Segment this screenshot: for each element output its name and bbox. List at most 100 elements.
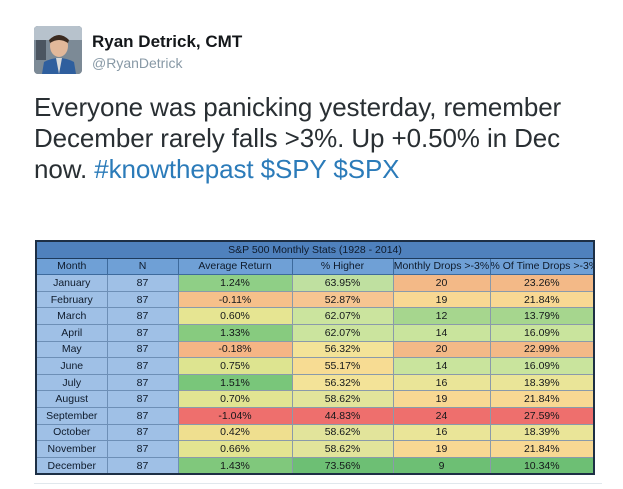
month-cell: October bbox=[35, 423, 108, 442]
average-return-cell: 0.70% bbox=[177, 390, 293, 408]
n-cell: 87 bbox=[106, 406, 179, 425]
average-return-cell: -0.18% bbox=[177, 340, 293, 359]
average-return-cell: 1.24% bbox=[177, 274, 293, 292]
percent-time-drops-cell: 16.09% bbox=[489, 357, 595, 375]
month-cell: May bbox=[35, 340, 108, 359]
tweet-header: Ryan Detrick, CMT @RyanDetrick bbox=[34, 26, 594, 78]
header-monthly-drops: Monthly Drops >-3% bbox=[392, 257, 491, 276]
table-row: January 87 1.24% 63.95% 20 23.26% bbox=[35, 274, 595, 292]
percent-higher-cell: 73.56% bbox=[291, 456, 394, 475]
user-handle[interactable]: @RyanDetrick bbox=[92, 55, 183, 71]
table-title: S&P 500 Monthly Stats (1928 - 2014) bbox=[35, 240, 595, 259]
average-return-cell: -0.11% bbox=[177, 290, 293, 309]
avatar[interactable] bbox=[34, 26, 82, 74]
hashtag-link[interactable]: #knowthepast bbox=[94, 154, 254, 184]
monthly-drops-cell: 24 bbox=[392, 406, 491, 425]
monthly-drops-cell: 19 bbox=[392, 290, 491, 309]
percent-time-drops-cell: 23.26% bbox=[489, 274, 595, 292]
n-cell: 87 bbox=[106, 323, 179, 342]
tweet-body: Everyone was panicking yesterday, rememb… bbox=[34, 92, 562, 184]
stats-table: S&P 500 Monthly Stats (1928 - 2014) Mont… bbox=[35, 240, 596, 476]
header-row: Month N Average Return % Higher Monthly … bbox=[35, 257, 595, 276]
percent-time-drops-cell: 21.84% bbox=[489, 390, 595, 408]
author-block: Ryan Detrick, CMT @RyanDetrick bbox=[92, 32, 242, 72]
percent-time-drops-cell: 13.79% bbox=[489, 307, 595, 325]
average-return-cell: 0.75% bbox=[177, 357, 293, 375]
n-cell: 87 bbox=[106, 357, 179, 375]
monthly-drops-cell: 19 bbox=[392, 440, 491, 458]
stats-table-image[interactable]: S&P 500 Monthly Stats (1928 - 2014) Mont… bbox=[35, 240, 596, 476]
average-return-cell: -1.04% bbox=[177, 406, 293, 425]
table-row: July 87 1.51% 56.32% 16 18.39% bbox=[35, 373, 595, 392]
n-cell: 87 bbox=[106, 290, 179, 309]
percent-higher-cell: 56.32% bbox=[291, 340, 394, 359]
percent-higher-cell: 58.62% bbox=[291, 440, 394, 458]
n-cell: 87 bbox=[106, 456, 179, 475]
percent-higher-cell: 58.62% bbox=[291, 390, 394, 408]
monthly-drops-cell: 14 bbox=[392, 323, 491, 342]
n-cell: 87 bbox=[106, 440, 179, 458]
table-row: September 87 -1.04% 44.83% 24 27.59% bbox=[35, 406, 595, 425]
table-row: December 87 1.43% 73.56% 9 10.34% bbox=[35, 456, 595, 475]
table-row: February 87 -0.11% 52.87% 19 21.84% bbox=[35, 290, 595, 309]
percent-higher-cell: 52.87% bbox=[291, 290, 394, 309]
percent-higher-cell: 56.32% bbox=[291, 373, 394, 392]
monthly-drops-cell: 12 bbox=[392, 307, 491, 325]
monthly-drops-cell: 20 bbox=[392, 274, 491, 292]
month-cell: December bbox=[35, 456, 108, 475]
percent-time-drops-cell: 10.34% bbox=[489, 456, 595, 475]
monthly-drops-cell: 9 bbox=[392, 456, 491, 475]
monthly-drops-cell: 16 bbox=[392, 423, 491, 442]
divider bbox=[34, 483, 602, 484]
percent-higher-cell: 63.95% bbox=[291, 274, 394, 292]
monthly-drops-cell: 16 bbox=[392, 373, 491, 392]
month-cell: November bbox=[35, 440, 108, 458]
table-row: April 87 1.33% 62.07% 14 16.09% bbox=[35, 323, 595, 342]
percent-higher-cell: 55.17% bbox=[291, 357, 394, 375]
table-row: June 87 0.75% 55.17% 14 16.09% bbox=[35, 357, 595, 375]
month-cell: March bbox=[35, 307, 108, 325]
percent-time-drops-cell: 22.99% bbox=[489, 340, 595, 359]
table-row: May 87 -0.18% 56.32% 20 22.99% bbox=[35, 340, 595, 359]
percent-time-drops-cell: 21.84% bbox=[489, 290, 595, 309]
average-return-cell: 0.42% bbox=[177, 423, 293, 442]
month-cell: September bbox=[35, 406, 108, 425]
cashtag-link-spx[interactable]: $SPX bbox=[333, 154, 400, 184]
month-cell: April bbox=[35, 323, 108, 342]
n-cell: 87 bbox=[106, 423, 179, 442]
monthly-drops-cell: 20 bbox=[392, 340, 491, 359]
monthly-drops-cell: 14 bbox=[392, 357, 491, 375]
table-row: November 87 0.66% 58.62% 19 21.84% bbox=[35, 440, 595, 458]
n-cell: 87 bbox=[106, 390, 179, 408]
header-month: Month bbox=[35, 257, 108, 276]
monthly-drops-cell: 19 bbox=[392, 390, 491, 408]
display-name[interactable]: Ryan Detrick, CMT bbox=[92, 32, 243, 51]
percent-higher-cell: 44.83% bbox=[291, 406, 394, 425]
average-return-cell: 0.66% bbox=[177, 440, 293, 458]
month-cell: January bbox=[35, 274, 108, 292]
header-percent-time-drops: % Of Time Drops >-3% bbox=[489, 257, 595, 276]
month-cell: August bbox=[35, 390, 108, 408]
percent-higher-cell: 58.62% bbox=[291, 423, 394, 442]
n-cell: 87 bbox=[106, 373, 179, 392]
percent-higher-cell: 62.07% bbox=[291, 307, 394, 325]
table-row: August 87 0.70% 58.62% 19 21.84% bbox=[35, 390, 595, 408]
percent-higher-cell: 62.07% bbox=[291, 323, 394, 342]
header-percent-higher: % Higher bbox=[291, 257, 394, 276]
header-average-return: Average Return bbox=[177, 257, 293, 276]
percent-time-drops-cell: 18.39% bbox=[489, 373, 595, 392]
n-cell: 87 bbox=[106, 307, 179, 325]
percent-time-drops-cell: 27.59% bbox=[489, 406, 595, 425]
percent-time-drops-cell: 16.09% bbox=[489, 323, 595, 342]
cashtag-link-spy[interactable]: $SPY bbox=[260, 154, 327, 184]
month-cell: July bbox=[35, 373, 108, 392]
percent-time-drops-cell: 18.39% bbox=[489, 423, 595, 442]
n-cell: 87 bbox=[106, 340, 179, 359]
average-return-cell: 1.43% bbox=[177, 456, 293, 475]
table-row: October 87 0.42% 58.62% 16 18.39% bbox=[35, 423, 595, 442]
average-return-cell: 1.33% bbox=[177, 323, 293, 342]
header-n: N bbox=[106, 257, 179, 276]
table-row: March 87 0.60% 62.07% 12 13.79% bbox=[35, 307, 595, 325]
average-return-cell: 0.60% bbox=[177, 307, 293, 325]
tweet-text: Everyone was panicking yesterday, rememb… bbox=[34, 92, 604, 185]
